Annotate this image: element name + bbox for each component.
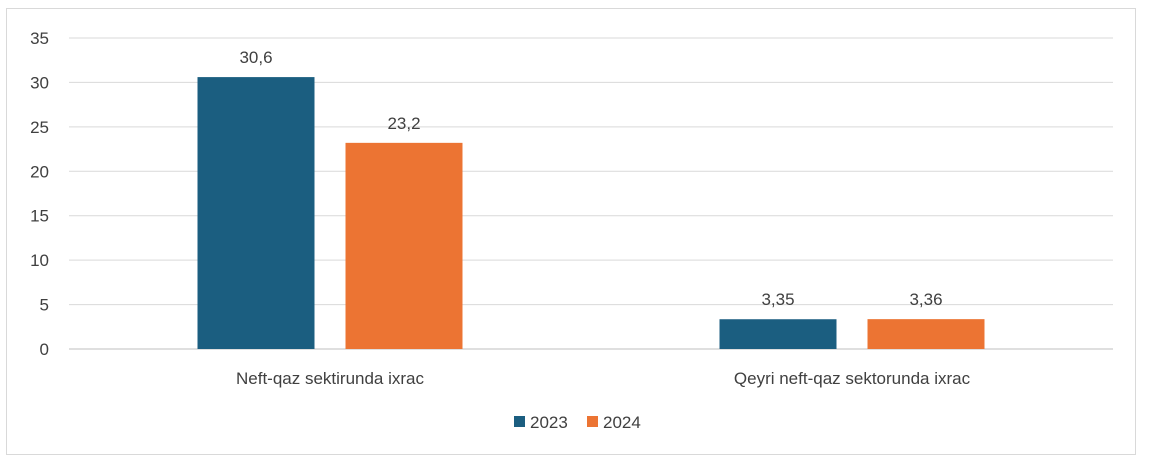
- bar-chart: 0 5 10 15 20 25 30 35 30,6 23,2 3,35 3,36 Neft-qaz…: [30, 29, 1113, 432]
- y-tick-label: 5: [40, 296, 49, 315]
- y-tick-label: 20: [30, 162, 49, 181]
- data-label: 3,36: [909, 290, 942, 309]
- bar-2023-2: [719, 319, 837, 349]
- legend-swatch-2024: [587, 416, 598, 427]
- legend: 2023 2024: [514, 413, 641, 432]
- y-tick-label: 25: [30, 118, 49, 137]
- y-tick-label: 0: [40, 340, 49, 359]
- legend-label-2023: 2023: [530, 413, 568, 432]
- data-label: 30,6: [239, 48, 272, 67]
- chart-frame: 0 5 10 15 20 25 30 35 30,6 23,2 3,35 3,36 Neft-qaz…: [6, 8, 1136, 455]
- y-axis-tick-labels: 0 5 10 15 20 25 30 35: [30, 29, 49, 359]
- data-labels: 30,6 23,2 3,35 3,36: [239, 48, 942, 309]
- legend-label-2024: 2024: [603, 413, 641, 432]
- data-label: 23,2: [387, 114, 420, 133]
- x-axis-category-labels: Neft-qaz sektirunda ixrac Qeyri neft-qaz …: [236, 369, 971, 388]
- bars: [197, 77, 985, 350]
- bar-2024-1: [345, 142, 463, 349]
- bar-2023-1: [197, 77, 315, 350]
- category-label: Qeyri neft-qaz sektorunda ixrac: [734, 369, 971, 388]
- category-label: Neft-qaz sektirunda ixrac: [236, 369, 425, 388]
- y-tick-label: 15: [30, 207, 49, 226]
- y-tick-label: 10: [30, 251, 49, 270]
- legend-swatch-2023: [514, 416, 525, 427]
- y-tick-label: 35: [30, 29, 49, 48]
- data-label: 3,35: [761, 290, 794, 309]
- y-tick-label: 30: [30, 73, 49, 92]
- bar-2024-2: [867, 319, 985, 349]
